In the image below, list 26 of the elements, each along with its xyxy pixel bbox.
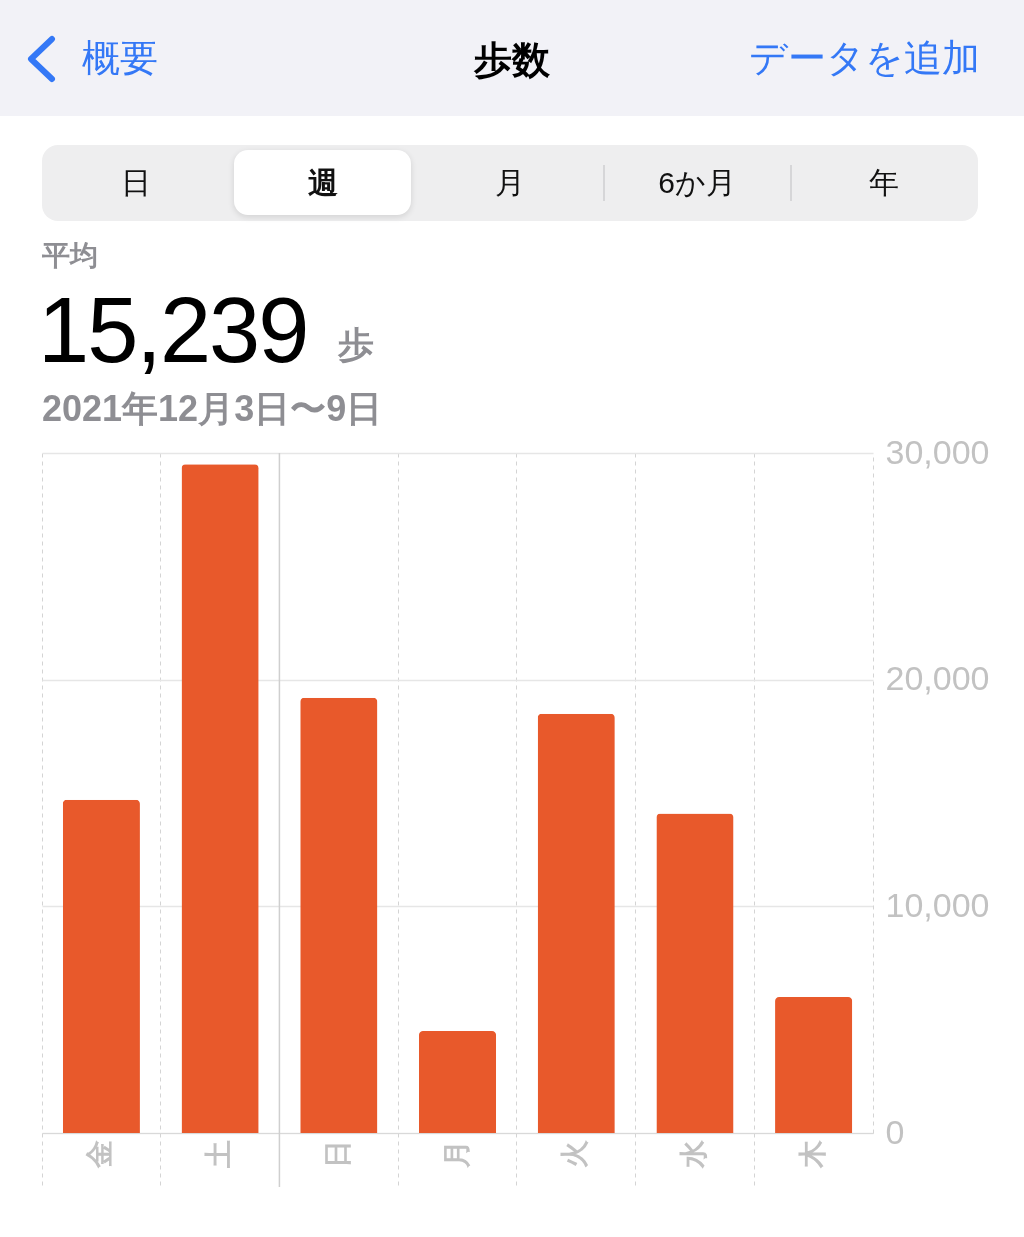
bar — [656, 813, 734, 1133]
text: 概要 — [82, 36, 158, 81]
y-tick-label: 30,000 — [885, 432, 990, 471]
text: 平均 — [42, 239, 98, 273]
bar — [181, 464, 259, 1133]
x-tick-label: 土 — [203, 1139, 235, 1169]
bar — [537, 713, 615, 1133]
x-tick-label: 金 — [84, 1139, 116, 1169]
y-tick-label: 0 — [885, 1112, 905, 1151]
bar — [300, 697, 378, 1133]
text: データを追加 — [749, 36, 980, 81]
text: 15,239 — [38, 279, 308, 381]
x-tick-label: 木 — [796, 1138, 828, 1169]
x-tick-label: 日 — [321, 1139, 353, 1168]
x-tick-label: 月 — [440, 1139, 472, 1169]
chart-title: 歩数 — [474, 39, 550, 81]
bar — [62, 799, 140, 1133]
bar — [418, 1031, 497, 1133]
y-tick-label: 10,000 — [885, 885, 990, 924]
x-tick-label: 水 — [677, 1138, 709, 1169]
chart-subtitle: 2021年12月3日〜9日 — [42, 387, 383, 431]
text: 歩 — [338, 323, 374, 367]
y-tick-label: 20,000 — [885, 659, 990, 698]
bar — [775, 997, 853, 1133]
segmented-control: 日 週 月 6か月 年 — [42, 145, 978, 221]
x-tick-label: 火 — [559, 1138, 591, 1168]
